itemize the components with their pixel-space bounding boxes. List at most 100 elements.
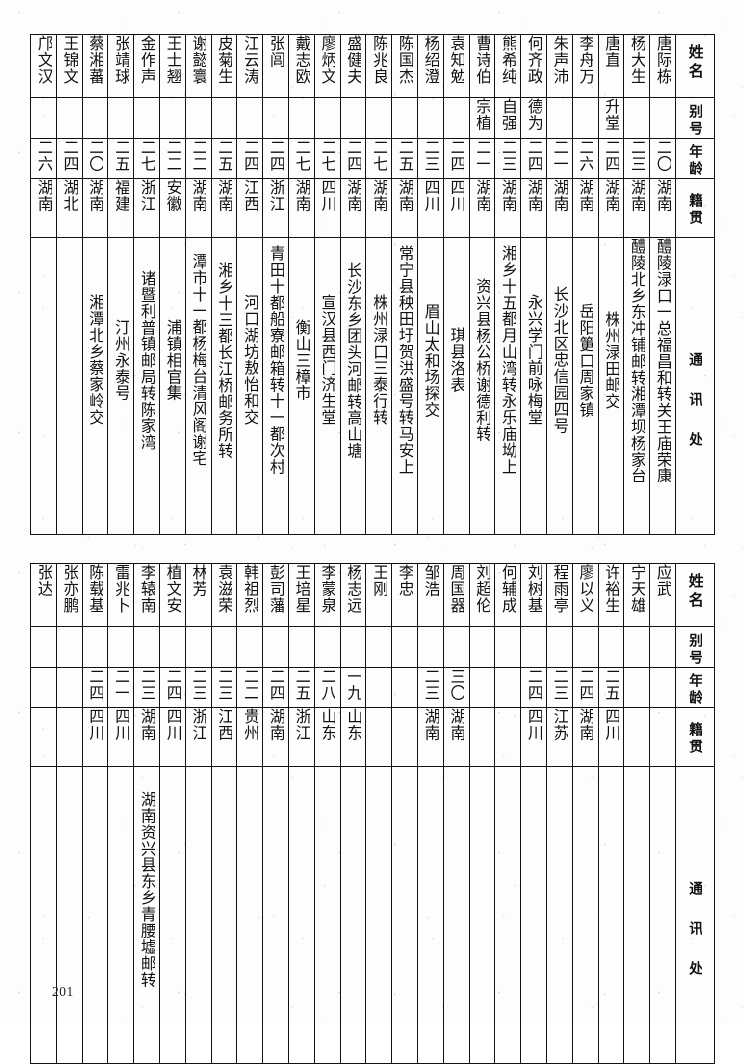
- origin-text: 湖南: [344, 179, 362, 212]
- alias-text: 升堂: [602, 98, 620, 131]
- address-text: 湘乡十三都长江桥邮务所转: [215, 261, 233, 459]
- cell-name: 雷兆卜: [107, 563, 135, 627]
- alias-text: 宗植: [473, 98, 491, 131]
- cell-alias: [81, 626, 109, 668]
- cell-alias: [365, 97, 393, 139]
- cell-age: 二七: [287, 138, 315, 179]
- cell-age: [494, 667, 522, 708]
- cell-alias: [442, 626, 470, 668]
- cell-origin: [623, 707, 651, 767]
- cell-alias: [55, 97, 83, 139]
- name-text: 廖炳文: [318, 35, 336, 85]
- age-text: 二三: [499, 139, 517, 172]
- origin-text: 湖南: [551, 179, 568, 212]
- cell-name: 廖炳文: [313, 34, 341, 98]
- origin-text: 四川: [164, 708, 181, 741]
- cell-address: [107, 766, 135, 1064]
- address-text: 湘乡十五都月山湾转永乐庙坳上: [499, 245, 517, 475]
- cell-origin: 湖南: [571, 178, 599, 238]
- cell-alias: [442, 97, 470, 139]
- age-text: 二三: [138, 668, 155, 701]
- cell-alias: [184, 97, 212, 139]
- origin-text: 贵州: [241, 708, 259, 741]
- name-text: 应武: [654, 564, 671, 597]
- cell-age: 二三: [184, 667, 212, 708]
- cell-name: 张达: [30, 563, 57, 627]
- name-text: 戴志欧: [293, 35, 310, 85]
- cell-name: 何齐政: [520, 34, 547, 98]
- cell-name: 李辕南: [133, 563, 160, 627]
- cell-name: 彭司藩: [262, 563, 289, 627]
- name-text: 许裕生: [602, 564, 620, 614]
- cell-address: [391, 766, 418, 1064]
- name-text: 李忠: [396, 564, 413, 597]
- cell-address: 湖南资兴县东乡青腰墟邮转: [133, 766, 160, 1064]
- cell-name: 王锦文: [55, 34, 83, 98]
- cell-origin: 湖北: [55, 178, 83, 238]
- cell-origin: 湖南: [623, 178, 651, 238]
- name-text: 邹浩: [422, 564, 439, 597]
- cell-alias: [184, 626, 212, 668]
- cell-name: 唐际栋: [649, 34, 676, 98]
- name-text: 刘超伦: [473, 564, 491, 614]
- cell-address: 湘乡十三都长江桥邮务所转: [210, 237, 238, 535]
- address-text: 潭市十一都杨梅台清风阁谢宅: [189, 253, 207, 467]
- cell-alias: [545, 626, 573, 668]
- roster-row-age: 二四 二一 二三 二四 二三 二三 二二 二四 二五 二八 一九 二三 三〇 二四 二三 二四 二五 年龄: [30, 667, 715, 708]
- cell-origin: 四川: [107, 707, 135, 767]
- cell-address: [649, 766, 676, 1064]
- name-text: 熊希纯: [499, 35, 517, 85]
- cell-age: 二五: [597, 667, 625, 708]
- name-text: 雷兆卜: [112, 564, 130, 614]
- name-text: 张亦鹏: [60, 564, 78, 614]
- cell-name: 李蒙泉: [313, 563, 341, 627]
- name-text: 周国器: [447, 564, 465, 614]
- name-text: 张达: [35, 564, 52, 597]
- cell-age: 二二: [158, 138, 186, 179]
- cell-origin: 浙江: [287, 707, 315, 767]
- name-text: 袁知勉: [447, 35, 465, 85]
- cell-origin: 四川: [313, 178, 341, 238]
- cell-origin: 湖南: [468, 178, 496, 238]
- age-text: 二一: [112, 668, 130, 701]
- cell-age: 二二: [184, 138, 212, 179]
- age-text: 三〇: [447, 668, 465, 701]
- name-text: 张靖球: [112, 35, 130, 85]
- age-text: 二七: [138, 139, 155, 172]
- address-text: 衡山三樟市: [293, 319, 310, 401]
- cell-age: 二二: [236, 667, 264, 708]
- row-label-address: 通讯处: [675, 766, 715, 1064]
- age-text: 二三: [628, 139, 646, 172]
- roster-row-origin: 湖南 湖北 湖南 福建 浙江 安徽 湖南 湖南 江西 浙江 湖南 四川 湖南 湖南 湖南 四川 四川 湖南 湖南 湖南…: [30, 178, 715, 238]
- cell-origin: [468, 707, 496, 767]
- cell-name: 蔡湘蕃: [81, 34, 109, 98]
- name-text: 唐直: [602, 35, 620, 68]
- roster-row-name: 邝文汉 王锦文 蔡湘蕃 张靖球 金作声 王士翘 谢懿寰 皮菊生 江云涛 张闾 戴志欧 廖炳文 盛健夫 陈兆…: [30, 34, 715, 98]
- age-text: 二五: [215, 139, 233, 172]
- cell-address: [210, 766, 238, 1064]
- row-label-text: 年龄: [687, 673, 703, 707]
- name-text: 宁天雄: [628, 564, 646, 614]
- name-text: 陈兆良: [370, 35, 388, 85]
- cell-name: 唐直: [597, 34, 625, 98]
- cell-alias: [391, 626, 418, 668]
- cell-origin: 湖南: [571, 707, 599, 767]
- cell-name: 王士翘: [158, 34, 186, 98]
- cell-age: 二三: [545, 667, 573, 708]
- cell-name: 张亦鹏: [55, 563, 83, 627]
- cell-alias: [210, 626, 238, 668]
- name-text: 朱声沛: [551, 35, 568, 85]
- age-text: 二二: [189, 139, 207, 172]
- age-text: 二二: [241, 668, 259, 701]
- cell-name: 廖以义: [571, 563, 599, 627]
- address-text: 株州渌口三泰行转: [370, 294, 388, 426]
- cell-origin: 四川: [81, 707, 109, 767]
- cell-alias: [365, 626, 393, 668]
- cell-age: 二五: [107, 138, 135, 179]
- age-text: 二七: [293, 139, 310, 172]
- origin-text: 湖南: [628, 179, 646, 212]
- row-label-name: 姓名: [675, 34, 715, 98]
- cell-alias: [262, 97, 289, 139]
- cell-age: 二三: [494, 138, 522, 179]
- cell-alias: [30, 626, 57, 668]
